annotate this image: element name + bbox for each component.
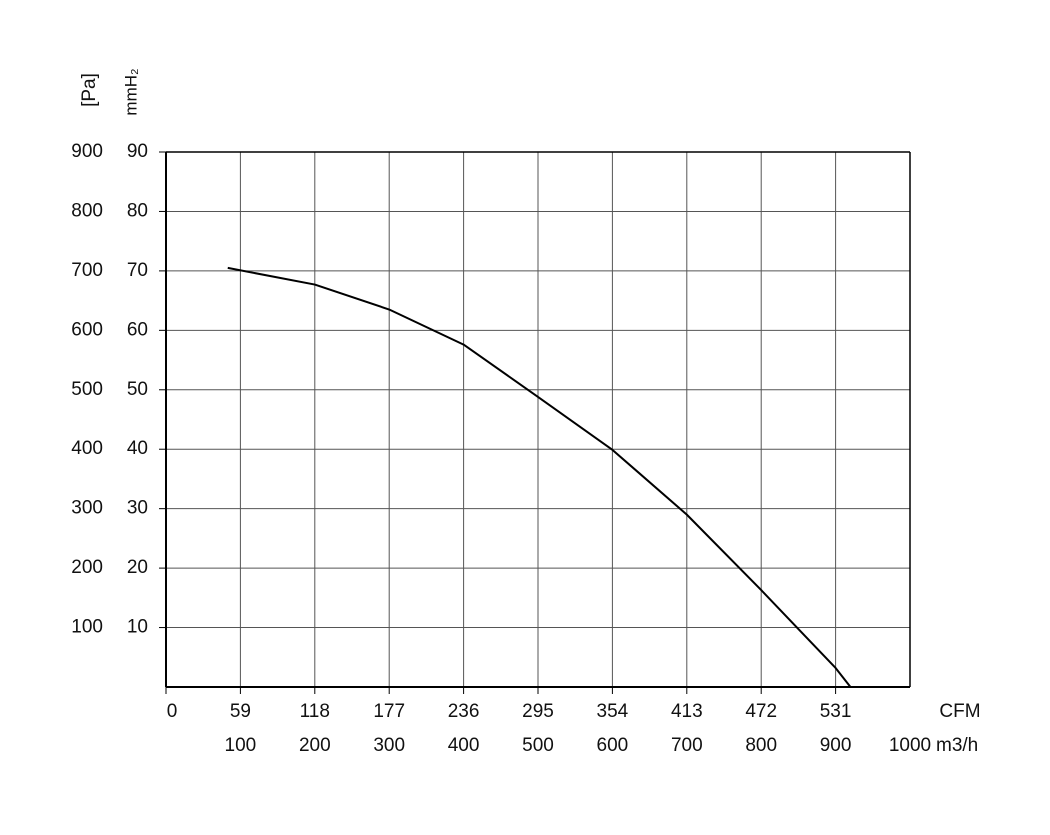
x2-tick-label: 354 xyxy=(597,701,629,722)
y2-tick-label: 90 xyxy=(127,141,148,162)
y2-tick-label: 40 xyxy=(127,438,148,459)
y-tick-label: 900 xyxy=(71,141,103,162)
x2-tick-label: 59 xyxy=(230,701,251,722)
y-tick-label: 800 xyxy=(71,200,103,221)
y2-tick-label: 70 xyxy=(127,260,148,281)
x-tick-label: 200 xyxy=(299,735,331,756)
x2-tick-label: 177 xyxy=(373,701,405,722)
y-axis-label: [Pa] xyxy=(79,73,100,107)
y-tick-label: 400 xyxy=(71,438,103,459)
x-axis-label: m3/h xyxy=(936,735,978,756)
y-tick-label: 500 xyxy=(71,379,103,400)
x2-tick-label: 236 xyxy=(448,701,480,722)
y2-axis-label: mmH₂ xyxy=(121,68,140,115)
x-tick-label: 500 xyxy=(522,735,554,756)
y2-tick-label: 80 xyxy=(127,200,148,221)
y2-tick-label: 60 xyxy=(127,319,148,340)
y2-tick-label: 50 xyxy=(127,379,148,400)
curve xyxy=(227,266,852,688)
y2-tick-label: 10 xyxy=(127,617,148,638)
x2-tick-label: 472 xyxy=(745,701,777,722)
x-tick-label: 300 xyxy=(373,735,405,756)
x-tick-label: 600 xyxy=(597,735,629,756)
x-tick-label: 700 xyxy=(671,735,703,756)
y2-tick-label: 30 xyxy=(127,498,148,519)
y-tick-label: 300 xyxy=(71,498,103,519)
y-tick-label: 700 xyxy=(71,260,103,281)
y-tick-label: 600 xyxy=(71,319,103,340)
x2-tick-label: 413 xyxy=(671,701,703,722)
y2-tick-label: 20 xyxy=(127,557,148,578)
x2-tick-label: 295 xyxy=(522,701,554,722)
x2-tick-label: 0 xyxy=(167,701,178,722)
x-tick-label: 800 xyxy=(745,735,777,756)
x2-tick-label: 531 xyxy=(820,701,852,722)
x-tick-label: 400 xyxy=(448,735,480,756)
y-tick-label: 200 xyxy=(71,557,103,578)
x2-tick-label: 118 xyxy=(300,701,330,722)
x-tick-label: 900 xyxy=(820,735,852,756)
y-tick-label: 100 xyxy=(71,617,103,638)
x-tick-label: 100 xyxy=(225,735,257,756)
x2-axis-label: CFM xyxy=(939,701,980,722)
x-tick-label: 1000 xyxy=(889,735,931,756)
